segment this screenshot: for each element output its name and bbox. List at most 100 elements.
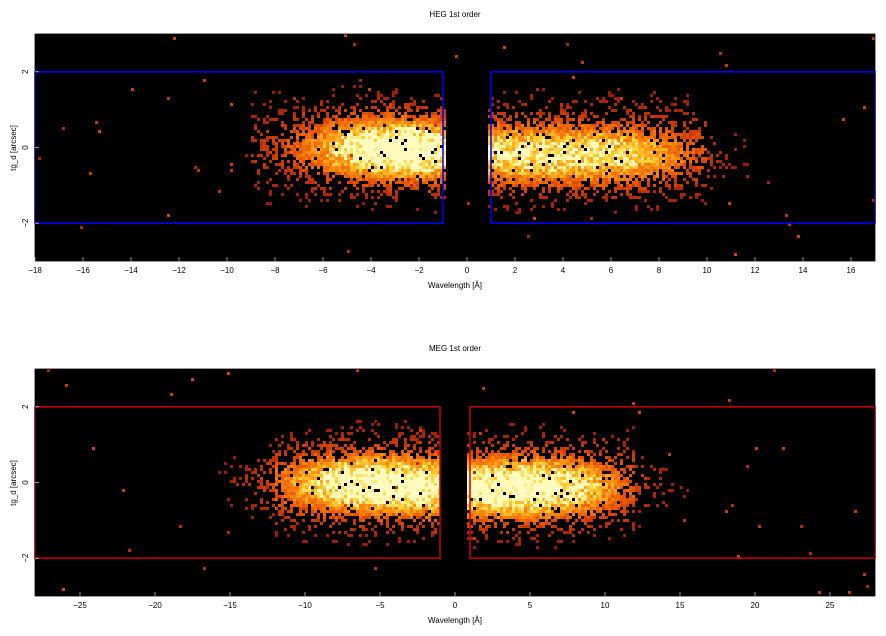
photon-bin (326, 486, 329, 489)
photon-bin (284, 462, 287, 465)
photon-bin (413, 471, 416, 474)
photon-bin (320, 154, 323, 157)
photon-bin (437, 495, 440, 498)
photon-bin (542, 130, 545, 133)
photon-bin (563, 148, 566, 151)
photon-bin (395, 504, 398, 507)
photon-bin (374, 474, 377, 477)
photon-bin (434, 94, 437, 97)
photon-bin (512, 172, 515, 175)
photon-bin (530, 136, 533, 139)
photon-bin (365, 154, 368, 157)
photon-bin (647, 166, 650, 169)
photon-bin (494, 163, 497, 166)
photon-bin (416, 468, 419, 471)
photon-bin (431, 495, 434, 498)
photon-bin (422, 477, 425, 480)
photon-bin (323, 136, 326, 139)
photon-bin (569, 127, 572, 130)
photon-bin (422, 513, 425, 516)
photon-bin (338, 154, 341, 157)
photon-bin (503, 447, 506, 450)
photon-bin (401, 130, 404, 133)
photon-bin (341, 480, 344, 483)
photon-bin (296, 106, 299, 109)
photon-bin (497, 501, 500, 504)
photon-bin (308, 157, 311, 160)
photon-bin (614, 178, 617, 181)
photon-bin (353, 450, 356, 453)
photon-bin (512, 133, 515, 136)
photon-bin (518, 513, 521, 516)
photon-bin (527, 130, 530, 133)
photon-bin (614, 97, 617, 100)
photon-bin (332, 522, 335, 525)
photon-bin (518, 486, 521, 489)
photon-bin (323, 187, 326, 190)
photon-bin (497, 133, 500, 136)
photon-bin (497, 471, 500, 474)
photon-bin (635, 148, 638, 151)
photon-bin (377, 130, 380, 133)
photon-bin (347, 181, 350, 184)
photon-bin (410, 483, 413, 486)
photon-bin (482, 498, 485, 501)
photon-bin (371, 447, 374, 450)
photon-bin (536, 151, 539, 154)
photon-bin (581, 154, 584, 157)
photon-bin (332, 504, 335, 507)
photon-bin (590, 166, 593, 169)
photon-bin (488, 148, 491, 151)
photon-bin (326, 498, 329, 501)
photon-bin (425, 507, 428, 510)
photon-bin (518, 178, 521, 181)
photon-bin (527, 157, 530, 160)
photon-bin (299, 492, 302, 495)
photon-bin (566, 112, 569, 115)
photon-bin (350, 178, 353, 181)
photon-bin (362, 154, 365, 157)
photon-bin (389, 103, 392, 106)
photon-bin (380, 169, 383, 172)
photon-bin (527, 513, 530, 516)
photon-bin (365, 151, 368, 154)
photon-bin (500, 465, 503, 468)
photon-bin (569, 172, 572, 175)
photon-bin (500, 157, 503, 160)
photon-bin (419, 115, 422, 118)
photon-bin (680, 184, 683, 187)
photon-bin (650, 166, 653, 169)
photon-bin (326, 462, 329, 465)
photon-bin (590, 139, 593, 142)
photon-bin (635, 157, 638, 160)
photon-bin (290, 148, 293, 151)
photon-bin (350, 148, 353, 151)
photon-bin (626, 184, 629, 187)
photon-bin (434, 124, 437, 127)
photon-bin (422, 181, 425, 184)
photon-bin (365, 450, 368, 453)
photon-bin (593, 130, 596, 133)
photon-bin (386, 471, 389, 474)
photon-bin (344, 453, 347, 456)
photon-bin (521, 127, 524, 130)
photon-bin (602, 163, 605, 166)
photon-bin (410, 157, 413, 160)
photon-bin (386, 130, 389, 133)
photon-bin (332, 477, 335, 480)
photon-bin (497, 106, 500, 109)
photon-bin (506, 489, 509, 492)
photon-bin (428, 136, 431, 139)
photon-bin (386, 109, 389, 112)
photon-bin (518, 136, 521, 139)
photon-bin (323, 510, 326, 513)
photon-bin (626, 136, 629, 139)
photon-bin (611, 163, 614, 166)
photon-bin (557, 151, 560, 154)
photon-bin (311, 465, 314, 468)
photon-bin (647, 181, 650, 184)
photon-bin (608, 154, 611, 157)
photon-bin (638, 136, 641, 139)
photon-bin (314, 187, 317, 190)
photon-bin (362, 495, 365, 498)
